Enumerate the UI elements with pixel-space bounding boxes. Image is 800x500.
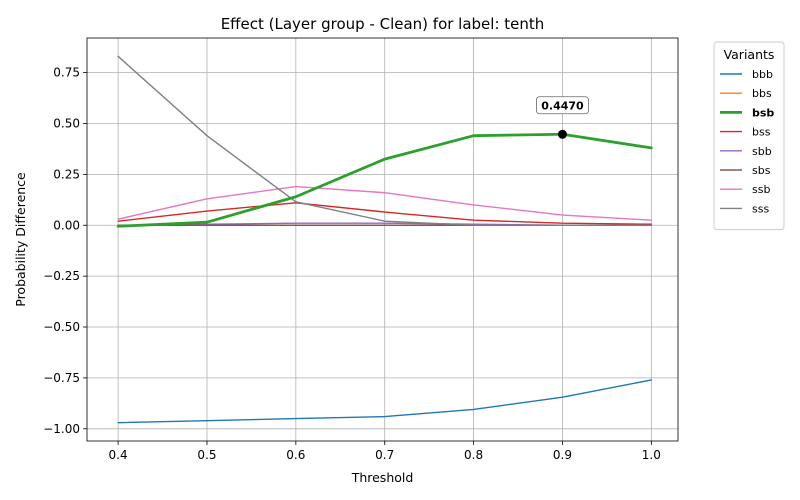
annotation: 0.4470 <box>536 96 589 139</box>
y-tick-label: 0.00 <box>53 218 80 232</box>
y-tick-label: −1.00 <box>43 422 80 436</box>
legend-title: Variants <box>724 47 775 62</box>
x-tick-label: 0.9 <box>553 448 572 462</box>
series-line-ssb <box>117 185 653 221</box>
annotation-box <box>536 96 589 115</box>
y-axis-ticks: 0.75 0.50 0.25 0.00 −0.25 −0.50 −0.75 −1.00 <box>43 66 87 436</box>
y-tick-label: 0.25 <box>53 167 80 181</box>
legend-label-sbs: sbs <box>752 164 771 177</box>
y-tick-label: −0.50 <box>43 320 80 334</box>
annotation-label: 0.4470 <box>541 99 584 112</box>
plot-frame <box>86 37 679 442</box>
series-line-sss <box>117 55 653 226</box>
x-tick-label: 0.7 <box>375 448 394 462</box>
series-line-bbb <box>117 379 653 424</box>
x-axis-ticks: 0.4 0.5 0.6 0.7 0.8 0.9 1.0 <box>109 441 661 462</box>
y-tick-label: 0.50 <box>53 116 80 130</box>
legend-label-bss: bss <box>752 126 771 139</box>
legend: Variants bbb bbs bsb bss sbb sbs ssb sss <box>713 41 785 231</box>
grid <box>87 38 678 441</box>
legend-box <box>713 41 785 231</box>
x-tick-label: 0.4 <box>109 448 128 462</box>
series-line-bss <box>117 202 653 225</box>
y-tick-label: 0.75 <box>53 66 80 80</box>
chart-title: Effect (Layer group - Clean) for label: … <box>221 15 545 33</box>
y-tick-label: −0.75 <box>43 371 80 385</box>
annotation-point <box>557 129 567 139</box>
y-tick-label: −0.25 <box>43 269 80 283</box>
legend-label-sbb: sbb <box>752 145 772 158</box>
x-tick-label: 1.0 <box>642 448 661 462</box>
x-tick-label: 0.6 <box>286 448 305 462</box>
y-axis-label: Probability Difference <box>13 172 28 307</box>
legend-label-bbb: bbb <box>752 68 773 81</box>
legend-label-bsb: bsb <box>752 106 774 119</box>
legend-label-sss: sss <box>752 202 769 215</box>
legend-label-bbs: bbs <box>752 87 772 100</box>
x-tick-label: 0.8 <box>464 448 483 462</box>
legend-label-ssb: ssb <box>752 183 770 196</box>
x-axis-label: Threshold <box>351 470 414 485</box>
x-tick-label: 0.5 <box>197 448 216 462</box>
